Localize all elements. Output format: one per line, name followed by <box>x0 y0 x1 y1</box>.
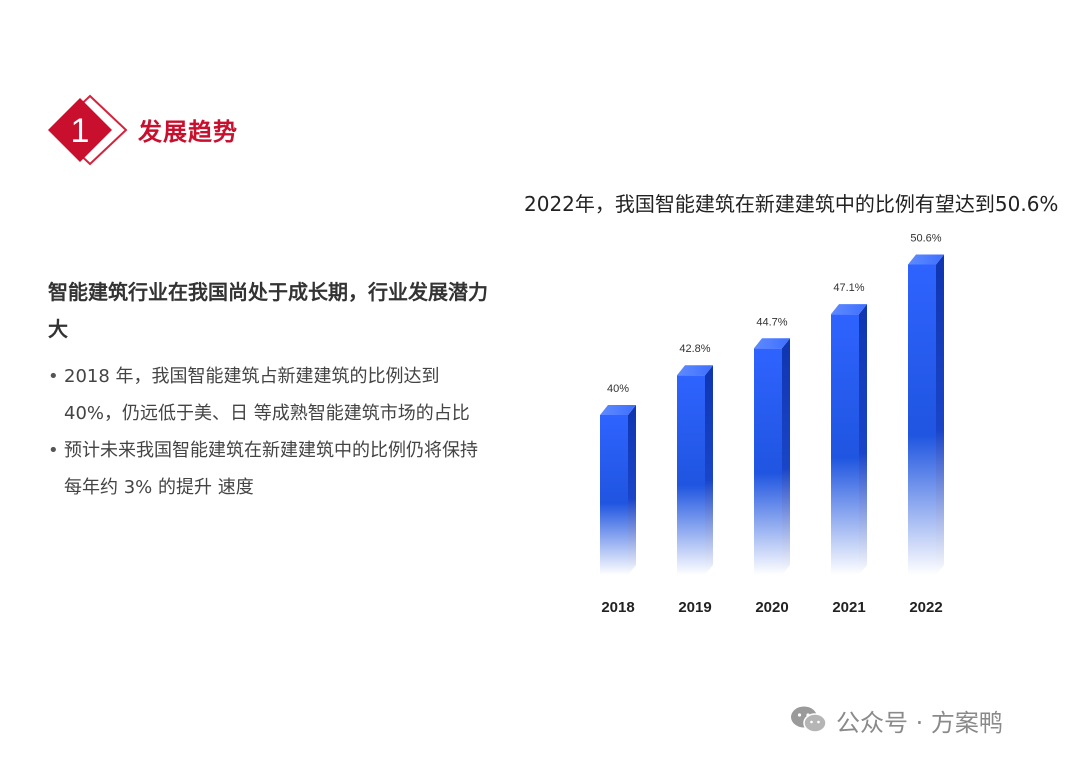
bar-side <box>628 405 636 575</box>
bar-chart: 40% 2018 42.8% 2019 44.7% 2020 47.1% 2021 50.6% 2… <box>600 232 944 616</box>
bar-2019: 42.8% 2019 <box>677 343 713 616</box>
bar-side <box>936 254 944 576</box>
section-title: 发展趋势 <box>138 118 238 146</box>
watermark: 公众号 · 方案鸭 <box>790 702 1003 738</box>
bar-front <box>831 314 859 575</box>
x-tick-label: 2019 <box>678 599 711 616</box>
data-label: 47.1% <box>833 282 864 294</box>
bar-top <box>831 304 867 315</box>
watermark-text: 公众号 · 方案鸭 <box>836 708 1003 737</box>
bar-side <box>705 365 713 575</box>
data-label: 42.8% <box>679 343 710 355</box>
bullet-list: • 2018 年，我国智能建筑占新建建筑的比例达到 40%，仍远低于美、日 等成… <box>48 358 488 506</box>
bar-front <box>908 264 936 575</box>
data-label: 50.6% <box>910 232 941 244</box>
bullet-item: • 2018 年，我国智能建筑占新建建筑的比例达到 40%，仍远低于美、日 等成… <box>48 358 488 432</box>
bar-front <box>754 348 782 575</box>
data-label: 40% <box>607 383 629 395</box>
bar-top <box>600 405 636 415</box>
bars-layer: 40% 2018 42.8% 2019 44.7% 2020 47.1% 2021 50.6% 2… <box>600 232 944 616</box>
bar-top <box>677 365 713 376</box>
bullet-item: • 预计未来我国智能建筑在新建建筑中的比例仍将保持每年约 3% 的提升 速度 <box>48 432 488 506</box>
badge-filled-diamond <box>48 98 112 162</box>
section-number-badge: 1 <box>48 94 128 166</box>
x-tick-label: 2022 <box>909 599 942 616</box>
left-heading: 智能建筑行业在我国尚处于成长期，行业发展潜力大 <box>48 280 488 341</box>
chart-title: 2022年，我国智能建筑在新建建筑中的比例有望达到50.6% <box>524 192 1059 216</box>
bullet-dot-icon: • <box>48 366 59 387</box>
data-label: 44.7% <box>756 316 787 328</box>
bar-front <box>677 375 705 575</box>
bar-2021: 47.1% 2021 <box>831 282 867 616</box>
wechat-icon <box>791 706 827 733</box>
bar-top <box>908 254 944 265</box>
bullet-text: 预计未来我国智能建筑在新建建筑中的比例仍将保持每年约 3% 的提升 速度 <box>64 440 478 498</box>
bar-2022: 50.6% 2022 <box>908 232 944 616</box>
bar-front <box>600 415 628 575</box>
bar-2018: 40% 2018 <box>600 383 636 616</box>
bullet-dot-icon: • <box>48 440 59 461</box>
badge-number: 1 <box>71 112 90 150</box>
bar-2020: 44.7% 2020 <box>754 316 790 616</box>
bar-side <box>859 304 867 575</box>
x-tick-label: 2021 <box>832 599 865 616</box>
x-tick-label: 2018 <box>601 599 634 616</box>
bullet-text: 2018 年，我国智能建筑占新建建筑的比例达到 40%，仍远低于美、日 等成熟智… <box>64 366 470 424</box>
x-tick-label: 2020 <box>755 599 788 616</box>
bar-side <box>782 338 790 575</box>
bar-top <box>754 338 790 349</box>
